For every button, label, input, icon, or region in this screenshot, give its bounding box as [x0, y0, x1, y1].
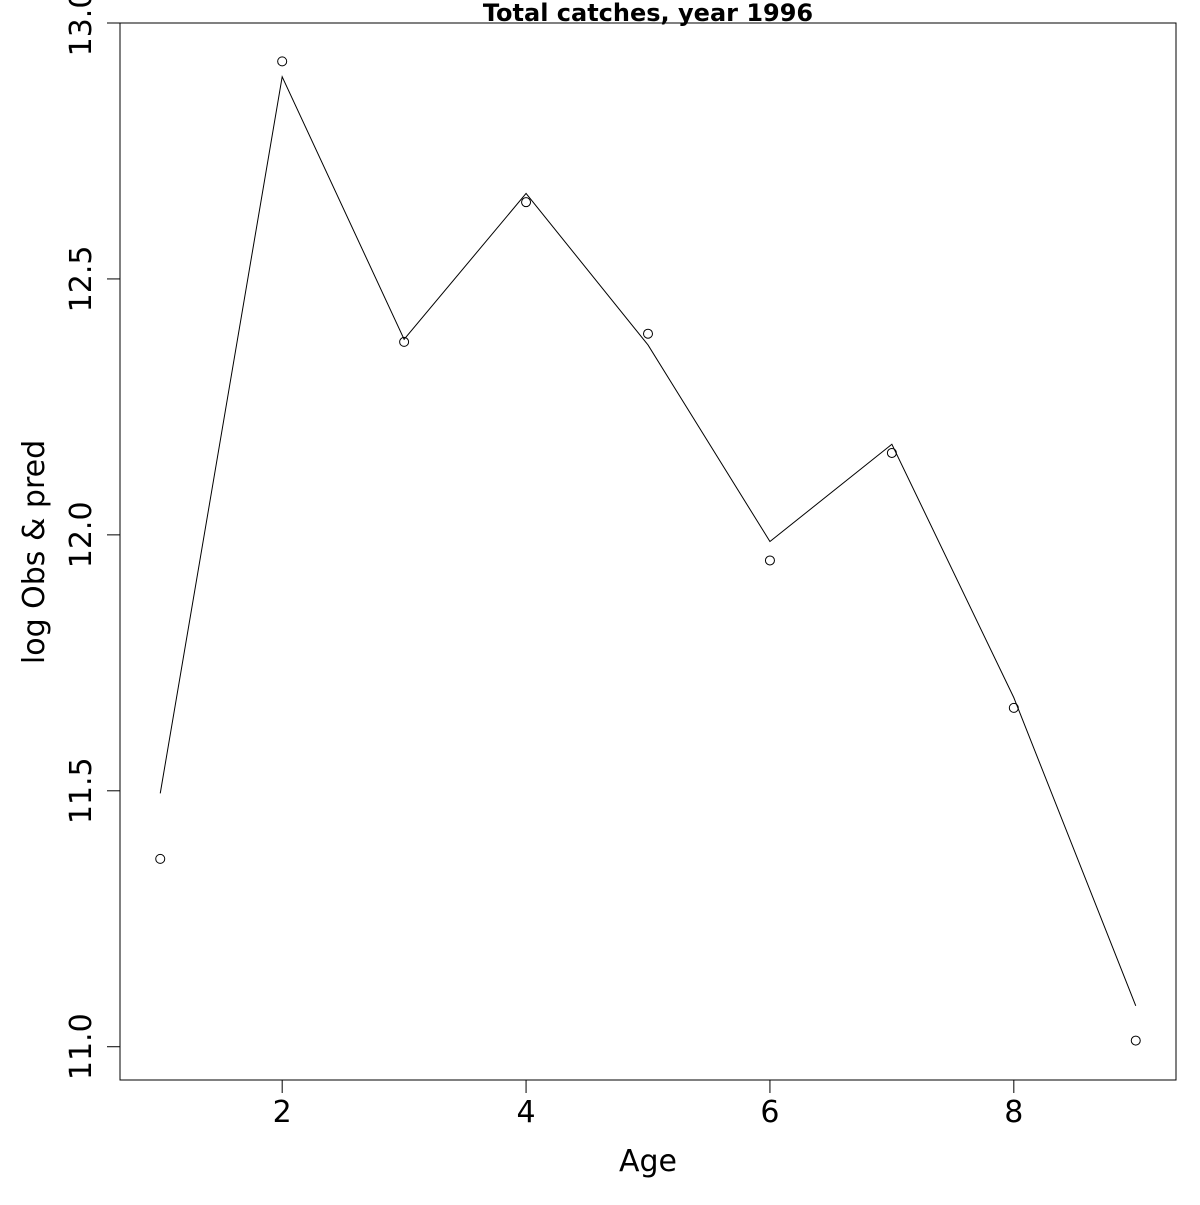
chart-title: Total catches, year 1996	[483, 0, 813, 27]
pred-line	[159, 75, 1137, 1006]
x-axis-title: Age	[619, 1144, 677, 1179]
x-tick-label: 8	[1004, 1095, 1023, 1130]
obs-point	[1130, 1035, 1141, 1046]
obs-point	[277, 56, 288, 67]
obs-point	[521, 197, 532, 208]
y-tick-label: 11.0	[64, 1013, 99, 1080]
obs-point	[764, 555, 775, 566]
obs-point	[399, 336, 410, 347]
obs-point	[155, 853, 166, 864]
plot-frame	[119, 22, 1177, 1081]
y-tick-label: 11.5	[64, 757, 99, 824]
y-axis: 11.0 11.5 12.0 12.5 13.0	[64, 0, 120, 1080]
x-tick-label: 2	[273, 1095, 292, 1130]
y-tick-label: 12.0	[64, 501, 99, 568]
x-tick-label: 6	[760, 1095, 779, 1130]
y-axis-title: log Obs & pred	[17, 440, 52, 664]
obs-point	[643, 328, 653, 339]
y-tick-label: 13.0	[64, 0, 99, 56]
y-tick-label: 12.5	[64, 246, 99, 313]
x-axis: 2 4 6 8	[273, 1080, 1023, 1130]
series-layer	[155, 56, 1141, 1046]
x-tick-label: 4	[517, 1095, 536, 1130]
